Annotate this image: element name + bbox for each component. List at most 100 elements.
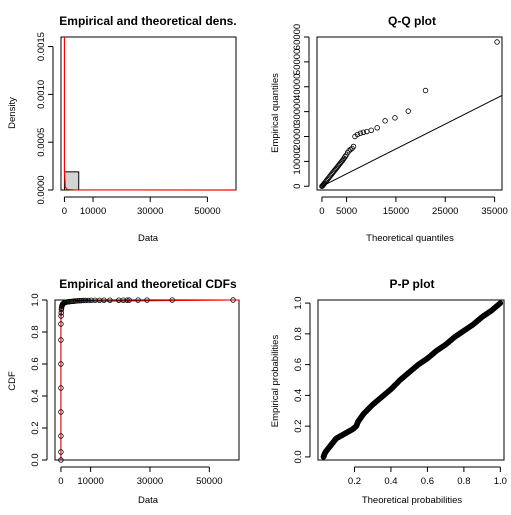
pp-y-tick-label: 0.0: [293, 450, 304, 463]
cdf-point: [120, 297, 126, 303]
density-plot-box: [60, 36, 237, 191]
qq-y-tick-label: 10000: [292, 148, 303, 174]
cdf-point: [58, 385, 64, 391]
qq-x-tick-label: 5000: [336, 206, 357, 217]
qq-point: [392, 115, 398, 121]
density-title: Empirical and theoretical dens.: [59, 14, 236, 28]
cdf-point: [169, 297, 175, 303]
density-curve: [63, 37, 237, 191]
cdf-point: [135, 297, 141, 303]
pp-y-tick-label: 0.2: [293, 420, 304, 433]
qq-point: [357, 130, 364, 136]
qq-ylabel: Empirical quantiles: [270, 73, 281, 153]
cdf-point: [58, 337, 64, 343]
qq-point: [354, 131, 361, 138]
theoretical-cdf-curve: [60, 299, 240, 460]
qq-y-tick-label: 0: [292, 184, 303, 189]
cdf-y-tick-label: 0.4: [30, 389, 41, 402]
qq-point: [422, 87, 429, 94]
cdf-xlabel: Data: [138, 495, 159, 506]
cdf-title: Empirical and theoretical CDFs: [59, 277, 237, 291]
pp-y-tick-label: 0.8: [293, 327, 304, 340]
pp-y-tick-label: 0.4: [293, 389, 304, 402]
cdf-ylabel: CDF: [7, 371, 18, 391]
cdf-x-tick-label: 50000: [196, 476, 222, 487]
qq-point: [368, 127, 374, 133]
density-x-tick-label: 0: [62, 206, 67, 217]
qq-point: [494, 39, 500, 45]
density-plot-area: [63, 37, 237, 191]
qq-point: [405, 108, 411, 114]
cdf-plot-area: [58, 297, 240, 463]
panel-density: Empirical and theoretical dens. 0 10000 30…: [7, 14, 237, 244]
cdf-point: [85, 297, 91, 304]
density-xlabel: Data: [138, 233, 159, 244]
qq-point: [347, 146, 354, 153]
ecdf-line: [60, 299, 234, 460]
qq-y-tick-label: 30000: [292, 98, 303, 124]
qq-point: [342, 153, 348, 160]
cdf-point: [88, 297, 94, 304]
pp-x-tick-label: 0.2: [348, 476, 361, 487]
qq-x-tick-label: 0: [319, 206, 324, 217]
cdf-point: [144, 297, 150, 303]
cdf-x-tick-label: 30000: [137, 476, 163, 487]
density-y-tick-label: 0.0000: [36, 175, 47, 204]
panel-pp: P-P plot 0.2 0.4 0.6 0.8 1.0 0.0 0.2 0.4 0.6 0.8 1…: [270, 277, 507, 506]
histogram-bar: [63, 171, 80, 191]
qq-axes: 0 5000 15000 25000 35000 0 1000020000300004000…: [292, 24, 508, 217]
cdf-y-tick-label: 0.6: [30, 357, 41, 370]
cdf-axes: 0 10000 30000 50000 0.0 0.2 0.4 0.6 0.8 1.0: [30, 293, 223, 487]
cdf-point: [58, 449, 64, 455]
density-ylabel: Density: [7, 97, 18, 129]
cdf-point: [76, 297, 83, 304]
pp-title: P-P plot: [389, 277, 434, 291]
cdf-point: [58, 409, 64, 415]
pp-y-tick-label: 0.6: [293, 358, 304, 371]
pp-ylabel: Empirical probabilities: [270, 335, 281, 428]
qq-x-tick-label: 25000: [432, 206, 458, 217]
cdf-point: [80, 297, 86, 304]
pp-plot-box: [317, 299, 505, 461]
cdf-y-tick-label: 0.8: [30, 325, 41, 338]
cdf-point: [58, 457, 64, 463]
pp-plot-area: [320, 300, 504, 460]
density-y-tick-label: 0.0015: [36, 32, 47, 61]
cdf-plot-box: [54, 299, 240, 461]
pp-point: [497, 300, 504, 306]
cdf-point: [126, 297, 132, 303]
pp-y-tick-label: 1.0: [293, 296, 304, 309]
cdf-point: [58, 433, 64, 439]
pp-x-tick-label: 0.4: [384, 476, 397, 487]
qq-y-tick-label: 50000: [292, 49, 303, 75]
qq-point: [374, 125, 380, 131]
qq-x-tick-label: 15000: [383, 206, 409, 217]
pp-axes: 0.2 0.4 0.6 0.8 1.0 0.0 0.2 0.4 0.6 0.8 1.0: [293, 296, 507, 487]
cdf-y-tick-label: 0.2: [30, 421, 41, 434]
qq-y-tick-label: 60000: [292, 24, 303, 50]
qq-point: [360, 129, 367, 135]
pp-x-tick-label: 1.0: [494, 476, 507, 487]
qq-title: Q-Q plot: [388, 14, 436, 28]
density-x-tick-label: 50000: [194, 206, 220, 217]
qq-x-tick-label: 35000: [481, 206, 507, 217]
cdf-point: [230, 297, 236, 303]
cdf-point: [107, 297, 113, 303]
cdf-point: [124, 297, 130, 303]
panel-cdf: Empirical and theoretical CDFs 0 10000 300…: [7, 277, 240, 506]
cdf-point: [101, 297, 107, 303]
qq-y-tick-label: 40000: [292, 74, 303, 100]
cdf-y-tick-label: 1.0: [30, 293, 41, 306]
qq-plot-box: [316, 36, 503, 191]
cdf-point: [58, 361, 64, 367]
cdf-x-tick-label: 0: [58, 476, 63, 487]
density-x-tick-label: 10000: [80, 206, 106, 217]
density-y-tick-label: 0.0005: [36, 128, 47, 157]
density-x-tick-label: 30000: [137, 206, 163, 217]
qq-xlabel: Theoretical quantiles: [366, 233, 454, 244]
qq-point: [382, 118, 388, 124]
cdf-point: [58, 321, 64, 327]
cdf-point: [73, 298, 79, 304]
pp-x-tick-label: 0.6: [421, 476, 434, 487]
